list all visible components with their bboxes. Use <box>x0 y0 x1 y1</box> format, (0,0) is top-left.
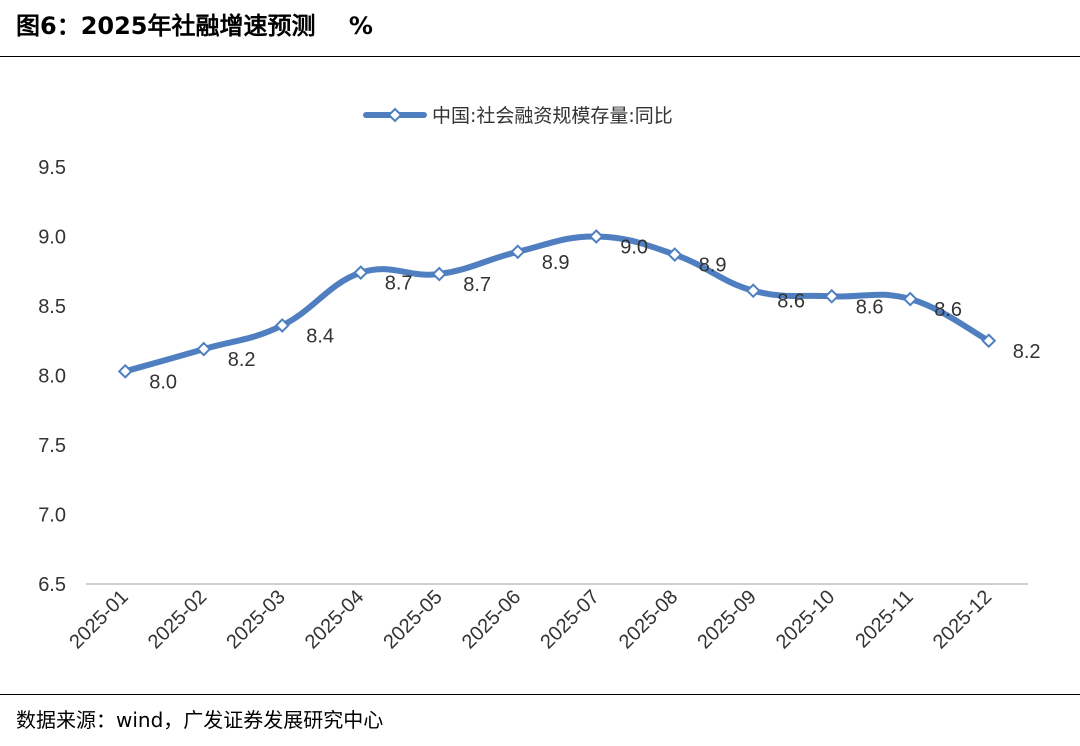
source-note: 数据来源：wind，广发证券发展研究中心 <box>16 708 384 732</box>
x-tick-label: 2025-11 <box>851 586 917 652</box>
page-title: 图6：2025年社融增速预测 % <box>16 12 373 40</box>
legend-label: 中国:社会融资规模存量:同比 <box>432 105 673 127</box>
data-label: 8.6 <box>777 291 805 313</box>
data-point-marker <box>431 266 447 282</box>
data-label: 8.9 <box>699 255 727 277</box>
y-tick-label: 8.5 <box>38 296 66 318</box>
x-tick-label: 2025-12 <box>929 586 996 653</box>
y-tick-label: 9.5 <box>38 157 66 179</box>
data-label: 9.0 <box>620 237 648 259</box>
y-axis: 6.5 7.0 7.5 8.0 8.5 9.0 9.5 <box>38 157 66 596</box>
x-tick-label: 2025-03 <box>222 586 289 653</box>
data-point-marker <box>902 291 918 307</box>
line-chart: 中国:社会融资规模存量:同比 6.5 7.0 7.5 8.0 8.5 9.0 9.5 202… <box>38 105 1041 653</box>
y-tick-label: 9.0 <box>38 227 66 249</box>
series-line <box>122 233 992 375</box>
data-point-marker <box>196 341 212 357</box>
x-tick-label: 2025-06 <box>458 586 525 653</box>
x-tick-label: 2025-07 <box>536 586 603 653</box>
data-label: 8.2 <box>1013 341 1041 363</box>
data-label: 8.7 <box>385 273 413 295</box>
y-tick-label: 7.5 <box>38 435 66 457</box>
title-bar: 图6：2025年社融增速预测 % <box>0 0 1080 56</box>
x-tick-label: 2025-02 <box>144 586 211 653</box>
x-tick-label: 2025-09 <box>693 586 760 653</box>
bottom-divider <box>0 694 1080 695</box>
plot-area: 8.0 8.2 8.4 8.7 8.7 8.9 9.0 8.9 8.6 8.6 8.6 8.2 <box>117 229 1041 393</box>
x-tick-label: 2025-10 <box>772 586 839 653</box>
legend-marker <box>387 107 403 123</box>
data-label: 8.4 <box>306 325 334 347</box>
data-point-marker <box>353 265 369 281</box>
data-label: 8.9 <box>542 252 570 274</box>
chart-legend: 中国:社会融资规模存量:同比 <box>363 105 673 127</box>
x-tick-label: 2025-08 <box>615 586 682 653</box>
data-point-marker <box>274 318 290 333</box>
data-point-marker <box>981 333 997 349</box>
data-point-marker <box>745 283 761 299</box>
data-label: 8.6 <box>934 299 962 321</box>
data-point-marker <box>510 244 526 260</box>
x-tick-label: 2025-04 <box>301 586 368 653</box>
x-tick-label: 2025-05 <box>379 586 446 653</box>
x-tick-label: 2025-01 <box>65 586 132 653</box>
data-point-marker <box>667 247 683 262</box>
y-tick-label: 7.0 <box>38 505 66 527</box>
data-label: 8.6 <box>856 296 884 318</box>
data-point-marker <box>824 288 840 304</box>
y-tick-label: 6.5 <box>38 574 66 596</box>
data-label: 8.7 <box>463 274 491 296</box>
y-tick-label: 8.0 <box>38 366 66 388</box>
top-divider <box>0 56 1080 57</box>
data-label: 8.0 <box>149 371 177 393</box>
x-axis: 2025-01 2025-02 2025-03 2025-04 2025-05 2025-… <box>65 583 1028 653</box>
data-point-marker <box>117 363 133 379</box>
data-label: 8.2 <box>228 349 256 371</box>
data-point-marker <box>588 229 604 244</box>
